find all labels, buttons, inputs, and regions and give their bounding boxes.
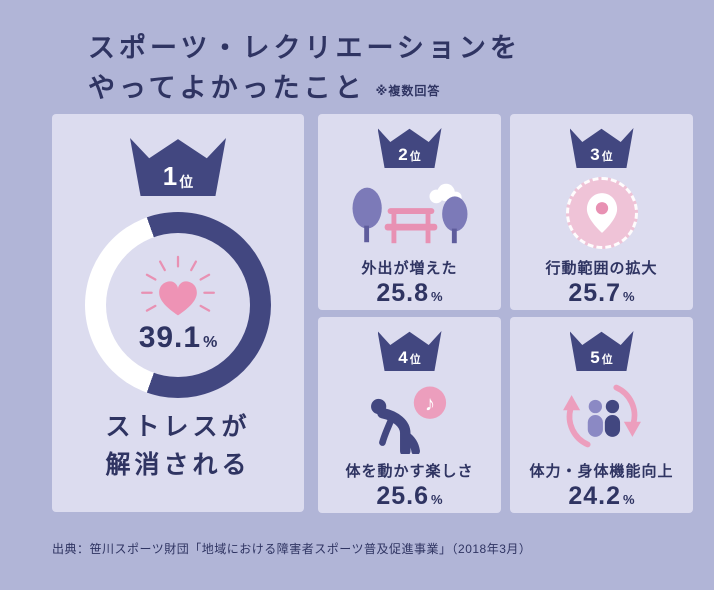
rank-1-label: ストレスが 解消される <box>105 408 250 484</box>
crown-rank-1-icon: 1 位 <box>130 138 226 196</box>
rank-4-number: 4 <box>398 348 408 367</box>
multiple-answer-note: ※複数回答 <box>375 84 441 98</box>
stretching-person-music-icon: ♪ <box>370 386 446 454</box>
rank-4-suffix: 位 <box>409 354 421 366</box>
rank-5-label: 体力・身体機能向上 <box>529 463 674 480</box>
donut-hole: 39.1 % <box>106 233 250 377</box>
location-pin-badge <box>565 177 638 249</box>
rank-4-card: 4 位 ♪ 体を動かす楽しさ 25.6 % <box>318 317 501 513</box>
rank-3-card: 3 位 行動範囲の拡大 25.7 % <box>510 114 693 310</box>
svg-text:♪: ♪ <box>424 392 434 415</box>
rank-2-card: 2 位 外出が増えた <box>318 114 501 310</box>
rank-5-icon-area <box>557 377 647 455</box>
rank-2-label: 外出が増えた <box>361 260 458 277</box>
rank-3-label: 行動範囲の拡大 <box>545 260 658 277</box>
title-line-2: やってよかったこと <box>88 73 366 103</box>
rank-1-percent-unit: % <box>203 334 218 351</box>
rank-3-percent-unit: % <box>623 289 635 304</box>
rank-3-number: 3 <box>590 145 600 164</box>
rank-3-suffix: 位 <box>601 151 613 163</box>
crown-rank-3-icon: 3 位 <box>569 128 634 168</box>
rank-2-percent-unit: % <box>431 289 443 304</box>
rank-3-icon-area <box>565 174 638 252</box>
rank-2-value: 25.8 % <box>376 279 442 308</box>
rank-3-percent: 25.7 <box>568 279 622 307</box>
rank-5-suffix: 位 <box>601 354 613 366</box>
rank-1-value: 39.1 % <box>139 321 218 355</box>
rank-1-percent: 39.1 <box>138 321 202 354</box>
rank-2-icon-area <box>340 174 480 252</box>
rank-5-percent-unit: % <box>623 492 635 507</box>
people-refresh-arrows-icon <box>562 384 641 448</box>
rank-5-percent: 24.2 <box>568 482 622 510</box>
rank-4-percent-unit: % <box>431 492 443 507</box>
rank-4-label: 体を動かす楽しさ <box>345 463 474 480</box>
rank-1-label-line-1: ストレスが <box>105 413 251 441</box>
rank-1-label-line-2: 解消される <box>105 451 251 479</box>
crown-rank-5-icon: 5 位 <box>569 331 634 371</box>
source-note: 出典：笹川スポーツ財団「地域における障害者スポーツ普及促進事業」（2018年3月… <box>52 542 532 556</box>
rank-4-value: 25.6 % <box>376 482 442 511</box>
title-line-1: スポーツ・レクリエーションを <box>88 33 521 63</box>
page-title: スポーツ・レクリエーションを やってよかったこと ※複数回答 <box>88 28 521 111</box>
crown-rank-4-icon: 4 位 <box>377 331 442 371</box>
rank-3-value: 25.7 % <box>568 279 634 308</box>
rank-2-percent: 25.8 <box>376 279 430 307</box>
park-bench-icon <box>352 183 467 244</box>
rank-1-suffix: 位 <box>179 174 194 190</box>
rank-2-suffix: 位 <box>409 151 421 163</box>
rank-4-icon-area: ♪ <box>355 377 465 455</box>
rank-5-card: 5 位 体力・身体機能向上 24.2 % <box>510 317 693 513</box>
rank-1-number: 1 <box>162 161 178 191</box>
rank-5-number: 5 <box>590 348 600 367</box>
crown-rank-2-icon: 2 位 <box>377 128 442 168</box>
rank-2-number: 2 <box>398 145 408 164</box>
rank-4-percent: 25.6 <box>376 482 430 510</box>
donut-chart: 39.1 % <box>85 212 271 398</box>
heart-icon <box>141 255 215 316</box>
rank-5-value: 24.2 % <box>568 482 634 511</box>
location-pin-icon <box>586 193 617 233</box>
rank-1-card: 1 位 <box>52 114 304 512</box>
